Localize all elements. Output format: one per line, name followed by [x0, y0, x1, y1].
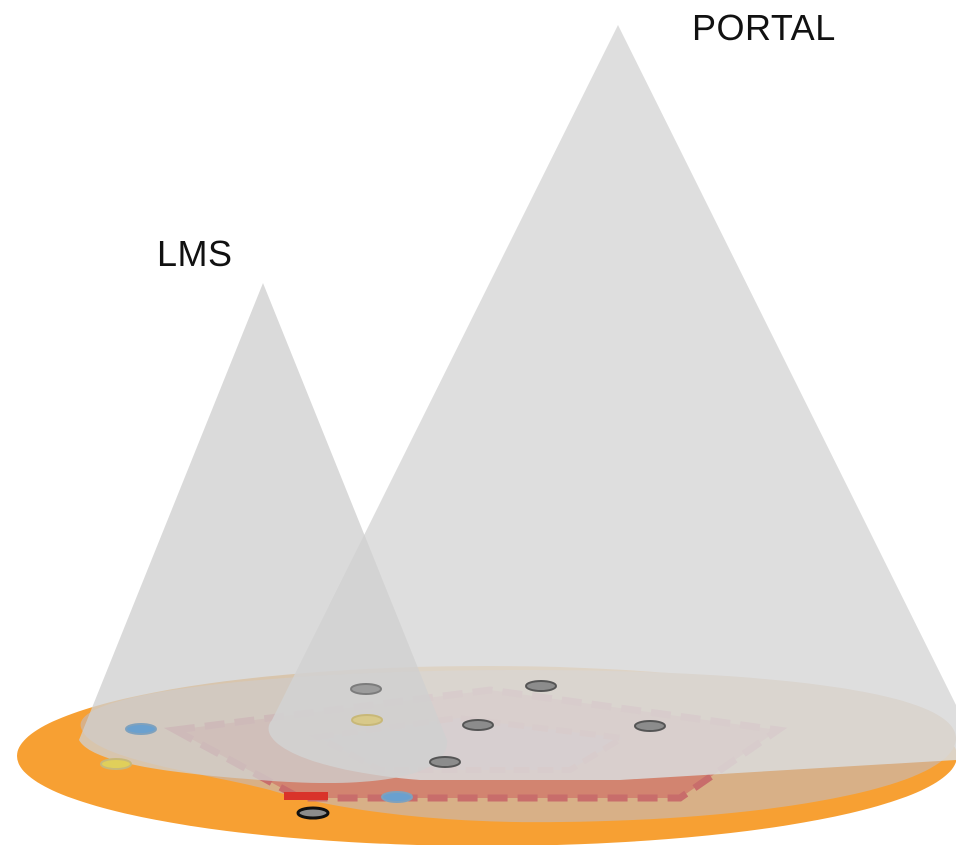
node-gray: [429, 756, 461, 768]
node-gray: [462, 719, 494, 731]
node-gray: [350, 683, 382, 695]
portal-label: PORTAL: [692, 7, 836, 48]
node-blue: [381, 791, 413, 803]
node-yellow: [100, 758, 132, 770]
node-blue: [125, 723, 157, 735]
lms-label: LMS: [157, 233, 233, 274]
node-red: [284, 792, 328, 800]
portal-cone: [268, 25, 956, 780]
node-gray-outlined: [296, 806, 330, 820]
node-yellow: [351, 714, 383, 726]
node-gray: [525, 680, 557, 692]
node-gray: [634, 720, 666, 732]
lms-cone: [79, 283, 448, 784]
